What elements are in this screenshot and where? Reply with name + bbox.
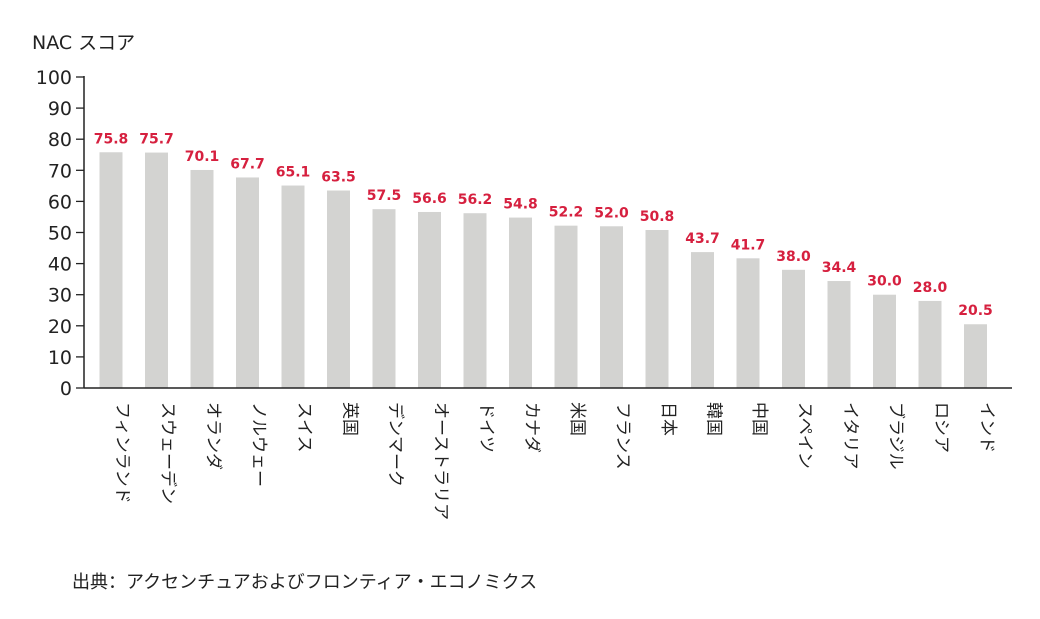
y-tick-label: 80 [48,129,72,151]
value-label: 70.1 [185,149,220,165]
y-axis-title: NAC スコア [32,32,136,54]
value-label: 67.7 [230,156,265,172]
bar [145,152,168,388]
bar [782,269,805,388]
category-label: 中国 [749,402,769,436]
value-label: 75.8 [94,131,129,147]
category-label: イタリア [840,402,860,469]
category-labels: フィンランド スウェーデン オランダ ノルウェー スイス 英国 デンマーク オーストラリア ドイ… [112,402,997,520]
bar [509,217,532,388]
category-label: スペイン [795,402,815,469]
value-label: 38.0 [776,249,811,265]
source-note: 出典：アクセンチュアおよびフロンティア・エコノミクス [72,572,538,593]
value-label: 52.0 [594,205,629,221]
bar [691,252,714,388]
bar [736,258,760,388]
category-label: ロシア [931,402,951,453]
bar [600,226,623,388]
bar [554,225,578,388]
value-label: 34.4 [822,260,857,276]
bar [873,294,896,388]
category-label: フランス [613,402,633,470]
y-tick-label: 70 [48,160,72,182]
y-tick-label: 90 [48,98,72,120]
value-label: 56.6 [412,191,447,207]
value-label: 65.1 [276,165,311,181]
value-label: 41.7 [731,237,766,253]
bar [327,190,350,388]
y-tick-label: 40 [48,254,72,276]
y-tick-label: 30 [48,285,72,307]
category-label: ブラジル [886,402,907,470]
bar [418,211,441,388]
value-label: 43.7 [685,231,720,247]
value-label: 50.8 [640,209,675,225]
category-label: フィンランド [112,402,132,504]
category-label: スウェーデン [158,402,179,504]
value-label: 30.0 [867,274,902,290]
category-label: ドイツ [476,402,496,453]
bar [827,281,851,388]
value-label: 57.5 [367,188,402,204]
value-label: 63.5 [321,170,356,186]
bar [190,169,214,388]
bar [236,177,259,388]
category-label: インド [977,402,997,453]
y-tick-label: 50 [48,223,72,245]
category-label: 英国 [340,402,360,436]
value-label: 56.2 [458,192,493,208]
value-label: 75.7 [139,132,174,148]
category-label: 韓国 [704,402,724,436]
y-tick-label: 10 [48,347,72,369]
category-label: オーストラリア [431,402,451,520]
category-label: デンマーク [385,402,406,487]
category-label: 米国 [567,402,587,436]
bar-chart: 0 10 20 30 40 50 60 70 80 90 100 75.8 75.7 70.1 67.7 6… [36,67,1012,520]
bar [99,152,123,388]
category-label: 日本 [658,402,678,436]
bars [99,152,987,388]
bar [918,300,942,388]
value-label: 20.5 [958,303,993,319]
bar [964,324,987,388]
axes [83,76,1012,389]
y-tick-label: 20 [48,316,72,338]
y-tick-label: 100 [36,67,72,89]
y-tick-label: 60 [48,191,72,213]
category-label: カナダ [522,402,542,453]
category-label: ノルウェー [249,402,269,487]
y-axis-ticks: 0 10 20 30 40 50 60 70 80 90 100 [36,67,84,400]
category-label: オランダ [203,402,223,470]
bar [645,230,669,388]
bar [463,213,487,388]
value-label: 28.0 [913,280,948,296]
value-label: 52.2 [549,205,584,221]
bar [281,185,305,388]
bar [372,209,396,388]
y-tick-label: 0 [60,378,72,400]
category-label: スイス [294,402,314,453]
value-label: 54.8 [503,197,538,213]
value-labels: 75.8 75.7 70.1 67.7 65.1 63.5 57.5 56.6 56.2 54.8… [94,131,993,319]
